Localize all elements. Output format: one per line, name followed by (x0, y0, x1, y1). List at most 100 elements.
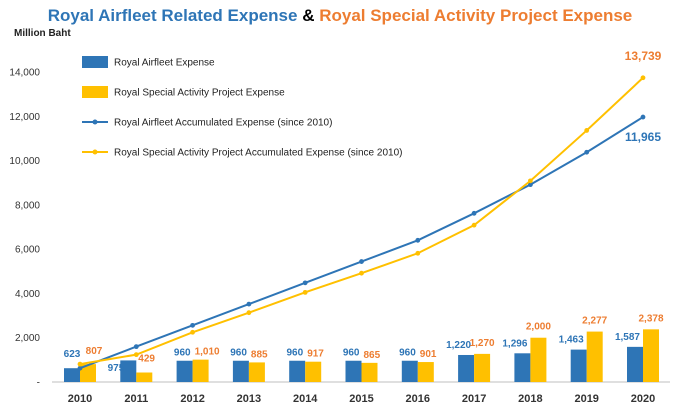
bar-airfleet-expense (120, 360, 137, 382)
data-label-special-activity: 429 (138, 354, 155, 365)
data-label-airfleet: 975 (108, 363, 125, 374)
x-tick-label: 2013 (237, 393, 261, 405)
accumulated-special-activity-point (528, 178, 533, 184)
bar-airfleet-expense (289, 360, 306, 382)
x-tick-label: 2014 (293, 393, 318, 405)
title-part-airfleet: Royal Airfleet Related Expense (47, 6, 298, 25)
legend-label: Royal Special Activity Project Expense (114, 88, 285, 99)
accumulated-airfleet-point (190, 322, 196, 328)
accumulated-airfleet-point (77, 365, 83, 371)
accumulated-special-activity-point (640, 75, 646, 81)
accumulated-special-activity-point (584, 128, 590, 133)
accumulated-special-activity-point (77, 361, 83, 367)
y-tick-label: 8,000 (15, 200, 40, 211)
data-label-airfleet: 1,220 (446, 340, 471, 351)
legend-swatch-bar (82, 86, 108, 98)
bar-airfleet-expense (627, 346, 643, 382)
x-tick-label: 2020 (631, 393, 655, 405)
data-label-airfleet: 1,587 (615, 332, 640, 343)
data-label-special-activity: 865 (364, 350, 381, 361)
accumulated-special-activity-point (302, 289, 308, 295)
title-part-special-activity: Royal Special Activity Project Expense (319, 6, 633, 25)
y-tick-label: 2,000 (15, 333, 40, 344)
x-tick-label: 2018 (518, 393, 542, 405)
data-label-airfleet: 960 (343, 348, 360, 359)
accumulated-airfleet-point (415, 237, 421, 243)
bar-special-activity-expense (530, 337, 547, 382)
data-label-special-activity: 2,378 (638, 313, 663, 324)
chart-title: Royal Airfleet Related Expense & Royal S… (0, 6, 680, 26)
bar-special-activity-expense (80, 364, 96, 382)
accumulated-airfleet-point (246, 301, 252, 307)
accumulated-airfleet-point (584, 149, 590, 155)
data-label-special-activity: 917 (307, 349, 324, 360)
end-label-accumulated-airfleet: 11,965 (625, 130, 661, 144)
bar-special-activity-expense (136, 372, 153, 382)
bar-special-activity-expense (417, 362, 434, 382)
bar-special-activity-expense (586, 331, 603, 382)
data-label-airfleet: 960 (230, 348, 247, 359)
legend-label: Royal Airfleet Accumulated Expense (sinc… (114, 118, 332, 129)
accumulated-special-activity-point (359, 270, 364, 276)
accumulated-airfleet-point (302, 280, 308, 286)
accumulated-special-activity-point (415, 250, 421, 256)
legend-swatch-bar (82, 56, 108, 68)
y-tick-label: 10,000 (9, 156, 40, 167)
accumulated-airfleet-point (640, 114, 646, 120)
data-label-airfleet: 960 (399, 348, 416, 359)
x-tick-label: 2011 (124, 393, 148, 405)
data-label-airfleet: 623 (64, 349, 81, 360)
accumulated-special-activity-point (190, 329, 196, 335)
data-label-special-activity: 2,277 (582, 316, 607, 327)
bar-airfleet-expense (514, 353, 531, 382)
bar-special-activity-expense (305, 361, 322, 382)
y-axis-unit-label: Million Baht (14, 28, 71, 39)
bar-airfleet-expense (401, 360, 418, 382)
x-tick-label: 2015 (349, 393, 373, 405)
legend-swatch-marker (92, 119, 98, 125)
y-tick-label: 14,000 (9, 68, 40, 79)
y-tick-label: 12,000 (9, 112, 40, 123)
data-label-special-activity: 901 (420, 349, 437, 360)
data-label-special-activity: 1,270 (470, 338, 495, 349)
data-label-special-activity: 1,010 (195, 347, 220, 358)
bar-airfleet-expense (345, 360, 362, 382)
data-label-airfleet: 1,463 (559, 335, 584, 346)
x-tick-label: 2010 (68, 393, 92, 405)
bar-airfleet-expense (232, 360, 249, 382)
title-connector: & (297, 6, 320, 25)
accumulated-airfleet-point (528, 182, 533, 188)
bar-special-activity-expense (643, 329, 659, 382)
data-label-special-activity: 2,000 (526, 322, 551, 333)
accumulated-special-activity-point (133, 352, 139, 358)
accumulated-special-activity-point (246, 310, 252, 316)
data-label-special-activity: 885 (251, 349, 268, 360)
legend-swatch-marker (92, 149, 98, 155)
y-tick-label: 4,000 (15, 289, 40, 300)
data-label-airfleet: 1,296 (502, 338, 527, 349)
bar-airfleet-expense (570, 349, 587, 382)
x-tick-label: 2016 (406, 393, 430, 405)
x-tick-label: 2012 (180, 393, 204, 405)
y-tick-label: 6,000 (15, 245, 40, 256)
accumulated-special-activity-point (471, 222, 477, 228)
bar-special-activity-expense (361, 362, 378, 382)
accumulated-airfleet-point (471, 210, 477, 216)
bar-airfleet-expense (458, 354, 475, 382)
legend-label: Royal Airfleet Expense (114, 58, 215, 69)
bar-special-activity-expense (192, 359, 209, 382)
x-tick-label: 2017 (462, 393, 486, 405)
end-label-accumulated-special-activity: 13,739 (625, 49, 662, 63)
data-label-special-activity: 807 (86, 346, 103, 357)
y-tick-label: - (37, 378, 40, 389)
accumulated-airfleet-point (359, 259, 364, 264)
bar-airfleet-expense (64, 368, 80, 382)
bar-special-activity-expense (248, 362, 265, 382)
data-label-airfleet: 960 (174, 348, 191, 359)
x-tick-label: 2019 (574, 393, 598, 405)
bar-airfleet-expense (176, 360, 193, 382)
accumulated-airfleet-point (133, 344, 139, 350)
data-label-airfleet: 960 (287, 348, 304, 359)
